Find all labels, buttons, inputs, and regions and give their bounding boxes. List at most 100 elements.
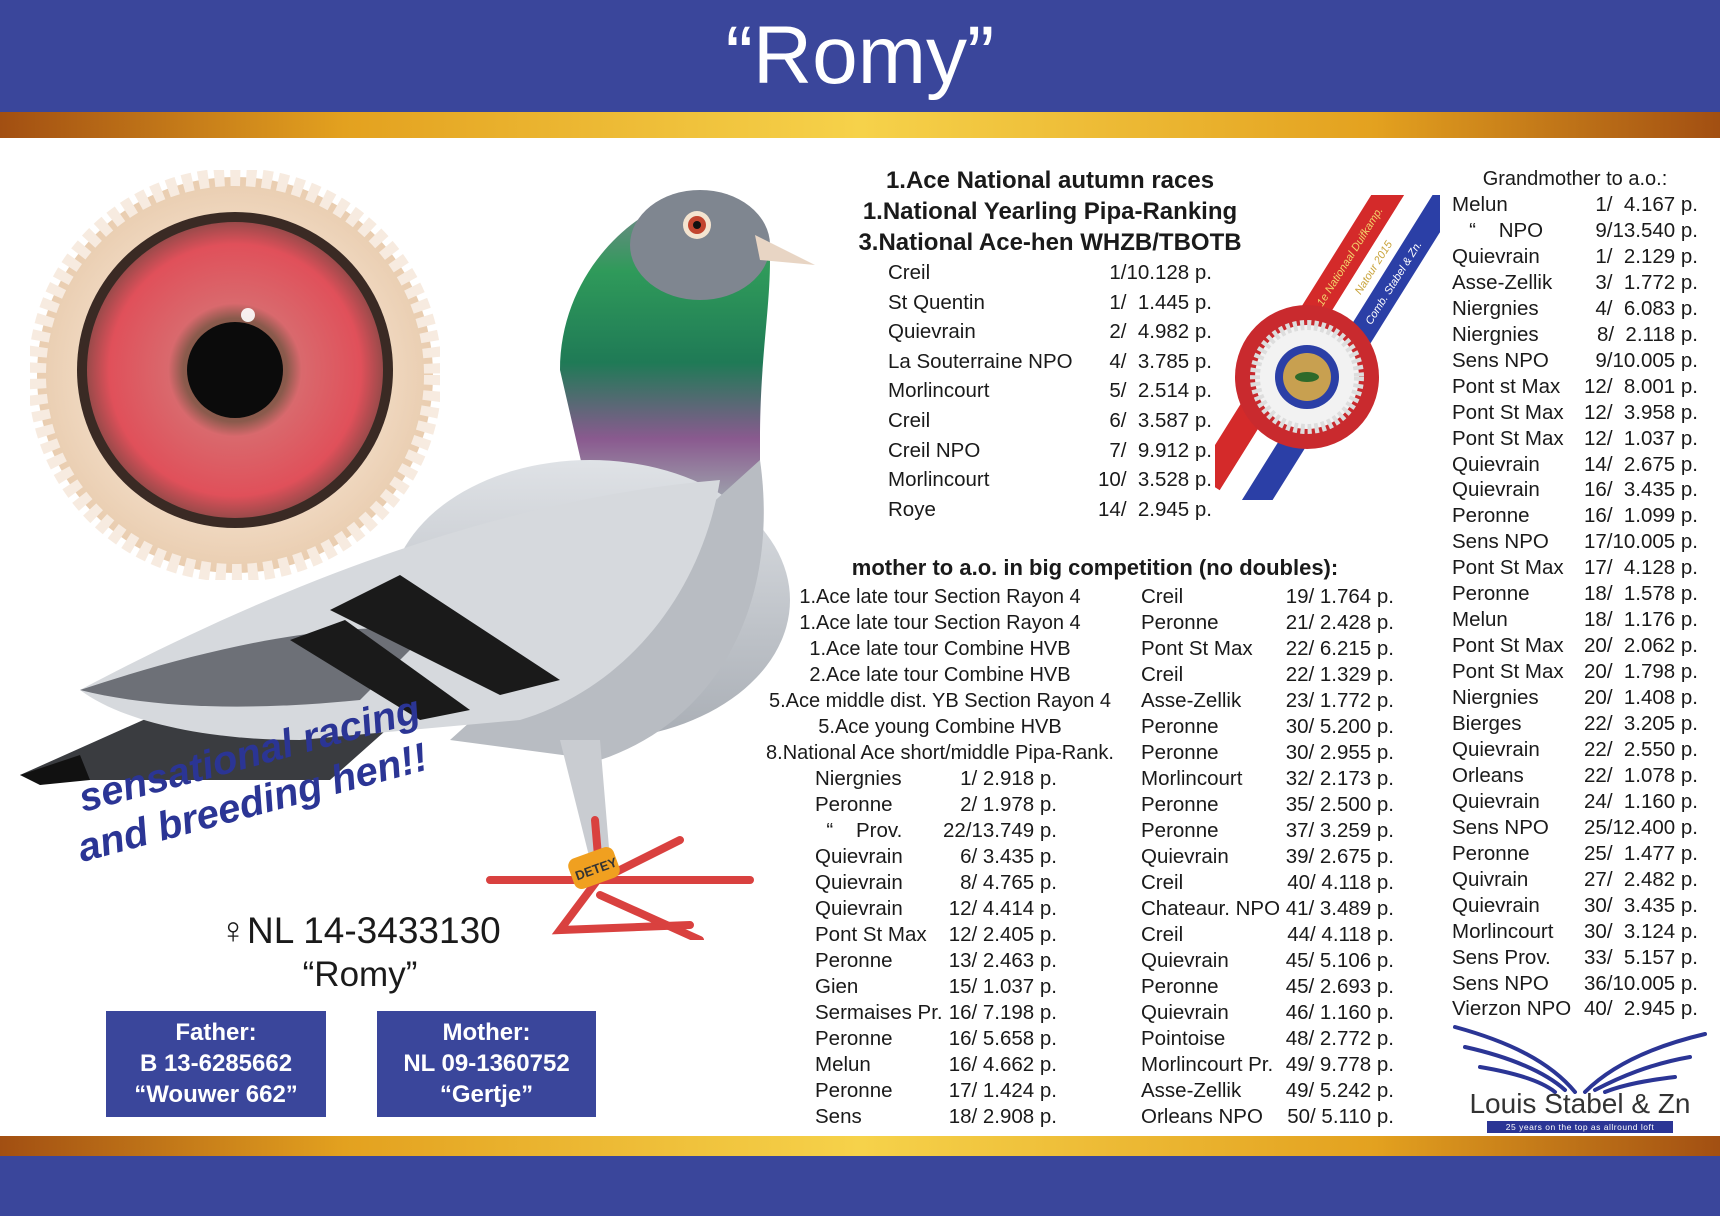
mother-box: Mother: NL 09-1360752 “Gertje” <box>377 1011 596 1117</box>
race-result: 27/ 2.482 p. <box>1584 867 1698 891</box>
result-row: Pointoise 48/ 2.772 p. <box>1141 1027 1394 1051</box>
result-row: Sens NPO 25/12.400 p. <box>1452 816 1698 840</box>
result-row: Quievrain 12/ 4.414 p. <box>815 897 1057 921</box>
achievement-title: 5.Ace young Combine HVB <box>818 716 1062 738</box>
result-row: Peronne 45/ 2.693 p. <box>1141 975 1394 999</box>
result-row: Niergnies 8/ 2.118 p. <box>1452 323 1698 347</box>
result-row: Orleans NPO 50/ 5.110 p. <box>1141 1105 1394 1129</box>
race-result: 12/ 2.405 p. <box>948 923 1057 946</box>
race-place: Pont St Max <box>1452 660 1564 684</box>
result-row: Roye 14/ 2.945 p. <box>888 498 1212 522</box>
result-row: Niergnies 20/ 1.408 p. <box>1452 686 1698 710</box>
race-result: 30/ 3.435 p. <box>1584 893 1698 917</box>
race-place: Sens Prov. <box>1452 945 1551 969</box>
race-result: 4/ 3.785 p. <box>1109 349 1212 373</box>
race-place: Creil <box>1141 663 1184 686</box>
race-place: Quievrain <box>1452 244 1540 268</box>
race-place: Creil <box>1141 585 1184 608</box>
result-row: St Quentin 1/ 1.445 p. <box>888 291 1212 315</box>
result-row: Sens NPO 9/10.005 p. <box>1452 349 1698 373</box>
race-place: Quievrain <box>815 897 903 920</box>
gold-stripe-bottom <box>0 1136 1720 1156</box>
race-place: Quievrain <box>1141 845 1229 868</box>
bird-name: “Romy” <box>302 955 418 994</box>
race-place: Niergnies <box>815 767 902 790</box>
achievement-title: 1.Ace late tour Combine HVB <box>809 638 1071 660</box>
race-result: 13/ 2.463 p. <box>948 949 1057 972</box>
race-result: 20/ 1.408 p. <box>1584 686 1698 710</box>
race-result: 16/ 4.662 p. <box>948 1053 1057 1076</box>
result-row: Peronne 30/ 5.200 p. <box>1141 715 1394 739</box>
result-row: Morlincourt 5/ 2.514 p. <box>888 379 1212 403</box>
race-result: 16/ 1.099 p. <box>1584 504 1698 528</box>
result-row: Quievrain 1/ 2.129 p. <box>1452 245 1698 269</box>
header-bar <box>0 0 1720 112</box>
race-result: 6/ 3.435 p. <box>960 845 1057 868</box>
race-place: Pont St Max <box>1452 634 1564 658</box>
race-result: 25/ 1.477 p. <box>1584 841 1698 865</box>
race-place: Morlincourt <box>888 379 990 403</box>
race-result: 22/ 6.215 p. <box>1285 637 1394 660</box>
race-place: Pont St Max <box>1452 426 1564 450</box>
result-row: Peronne 37/ 3.259 p. <box>1141 819 1394 843</box>
result-row: Peronne 21/ 2.428 p. <box>1141 611 1394 635</box>
race-result: 14/ 2.675 p. <box>1584 452 1698 476</box>
pigeon-image: DETEY <box>20 190 815 940</box>
result-row: Creil 1/10.128 p. <box>888 261 1212 285</box>
race-result: 19/ 1.764 p. <box>1285 585 1394 608</box>
race-place: Asse-Zellik <box>1141 1079 1242 1102</box>
gold-stripe-top <box>0 112 1720 138</box>
result-row: Creil 19/ 1.764 p. <box>1141 585 1394 609</box>
race-result: 18/ 2.908 p. <box>948 1105 1057 1128</box>
race-result: 17/ 4.128 p. <box>1584 556 1698 580</box>
result-row: Quievrain 2/ 4.982 p. <box>888 320 1212 344</box>
result-row: “ Prov. 22/13.749 p. <box>815 819 1057 843</box>
race-place: Niergnies <box>1452 296 1539 320</box>
result-row: Quievrain 30/ 3.435 p. <box>1452 894 1698 918</box>
race-result: 1/ 1.445 p. <box>1109 290 1212 314</box>
result-row: Chateaur. NPO 41/ 3.489 p. <box>1141 897 1394 921</box>
result-row: Quievrain 45/ 5.106 p. <box>1141 949 1394 973</box>
race-result: 12/ 8.001 p. <box>1584 374 1698 398</box>
logo-name: Louis Stabel & Zn <box>1469 1088 1691 1119</box>
race-place: Creil <box>1141 871 1184 894</box>
race-place: Pont St Max <box>1452 556 1564 580</box>
achievement-title: 5.Ace middle dist. YB Section Rayon 4 <box>768 690 1112 712</box>
result-row: Pont St Max 12/ 3.958 p. <box>1452 401 1698 425</box>
ring-number: ♀NL 14-3433130 <box>219 910 501 951</box>
race-result: 4/ 6.083 p. <box>1595 296 1698 320</box>
result-row: Orleans 22/ 1.078 p. <box>1452 764 1698 788</box>
result-row: Pont st Max 12/ 8.001 p. <box>1452 375 1698 399</box>
race-place: La Souterraine NPO <box>888 349 1073 373</box>
race-result: 41/ 3.489 p. <box>1285 897 1394 920</box>
race-result: 8/ 4.765 p. <box>960 871 1057 894</box>
race-result: 49/ 5.242 p. <box>1285 1079 1394 1102</box>
race-result: 15/ 1.037 p. <box>948 975 1057 998</box>
race-result: 23/ 1.772 p. <box>1285 689 1394 712</box>
result-row: Morlincourt 32/ 2.173 p. <box>1141 767 1394 791</box>
race-place: Pont St Max <box>815 923 927 946</box>
race-place: Orleans <box>1452 763 1524 787</box>
top-results-list: Creil 1/10.128 p. St Quentin 1/ 1.445 p. Qui… <box>888 261 1212 541</box>
race-place: Creil <box>888 261 931 284</box>
race-result: 22/ 1.329 p. <box>1285 663 1394 686</box>
race-result: 1/ 4.167 p. <box>1595 193 1698 216</box>
race-result: 40/ 2.945 p. <box>1584 997 1698 1021</box>
race-result: 25/12.400 p. <box>1584 815 1698 839</box>
race-place: Chateaur. NPO <box>1141 897 1281 920</box>
race-place: Sens NPO <box>1452 815 1549 839</box>
footer-bar <box>0 1156 1720 1216</box>
result-row: Asse-Zellik 23/ 1.772 p. <box>1141 689 1394 713</box>
race-place: Peronne <box>1141 741 1219 764</box>
race-place: Quievrain <box>1452 478 1540 502</box>
race-place: “ NPO <box>1452 218 1544 242</box>
result-row: Quievrain 8/ 4.765 p. <box>815 871 1057 895</box>
mother-name: “Gertje” <box>439 1081 534 1108</box>
race-result: 45/ 5.106 p. <box>1285 949 1394 972</box>
race-result: 35/ 2.500 p. <box>1285 793 1394 816</box>
race-place: Peronne <box>815 793 893 816</box>
race-result: 49/ 9.778 p. <box>1285 1053 1394 1076</box>
race-place: St Quentin <box>888 290 985 314</box>
result-row: Sens 18/ 2.908 p. <box>815 1105 1057 1129</box>
result-row: Sens NPO 36/10.005 p. <box>1452 972 1698 996</box>
